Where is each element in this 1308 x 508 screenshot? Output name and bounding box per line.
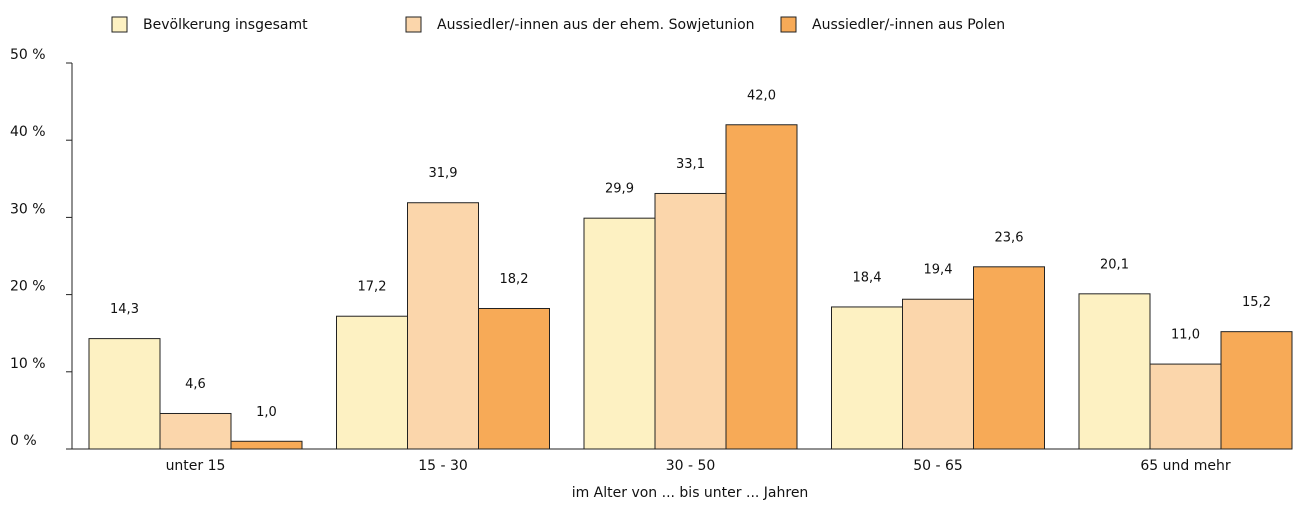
bar [478, 307, 550, 450]
data-label: 4,6 [185, 377, 206, 392]
data-label: 1,0 [256, 405, 277, 420]
x-tick-label: unter 15 [166, 458, 226, 474]
bar [336, 315, 408, 450]
bar [973, 266, 1045, 450]
y-tick-label: 40 % [10, 124, 46, 140]
legend-label: Aussiedler/-innen aus Polen [812, 17, 1005, 33]
bar [407, 202, 479, 450]
x-tick-label: 30 - 50 [666, 458, 716, 474]
y-tick-label: 50 % [10, 47, 46, 63]
data-label: 23,6 [995, 230, 1024, 245]
bar [1078, 293, 1151, 450]
bar [583, 217, 656, 450]
bar [831, 306, 903, 450]
data-label: 33,1 [676, 157, 705, 172]
x-tick-label: 65 und mehr [1140, 458, 1230, 474]
data-label: 19,4 [924, 263, 953, 278]
data-label: 17,2 [358, 280, 387, 295]
legend-swatch [780, 16, 797, 33]
y-tick-label: 0 % [10, 433, 37, 449]
x-axis-label: im Alter von ... bis unter ... Jahren [572, 485, 809, 501]
data-label: 15,2 [1242, 295, 1271, 310]
data-label: 31,9 [429, 166, 458, 181]
y-tick-label: 20 % [10, 279, 46, 295]
legend-label: Bevölkerung insgesamt [143, 17, 308, 33]
data-label: 29,9 [605, 182, 634, 197]
bar [725, 124, 798, 450]
bar [654, 192, 727, 450]
bar [902, 298, 974, 450]
legend-label: Aussiedler/-innen aus der ehem. Sowjetun… [437, 17, 755, 33]
legend-swatch [405, 16, 422, 33]
data-label: 14,3 [110, 302, 139, 317]
y-tick-label: 10 % [10, 356, 46, 372]
bar [159, 412, 232, 450]
bar [88, 338, 161, 450]
data-label: 18,2 [500, 272, 529, 287]
bar [1220, 331, 1293, 450]
bar [1149, 363, 1222, 450]
legend-swatch [111, 16, 128, 33]
data-label: 20,1 [1100, 257, 1129, 272]
x-tick-label: 50 - 65 [913, 458, 963, 474]
y-tick-label: 30 % [10, 201, 46, 217]
data-label: 11,0 [1171, 328, 1200, 343]
data-label: 18,4 [853, 270, 882, 285]
bar [230, 440, 303, 450]
x-tick-label: 15 - 30 [418, 458, 468, 474]
data-label: 42,0 [747, 88, 776, 103]
